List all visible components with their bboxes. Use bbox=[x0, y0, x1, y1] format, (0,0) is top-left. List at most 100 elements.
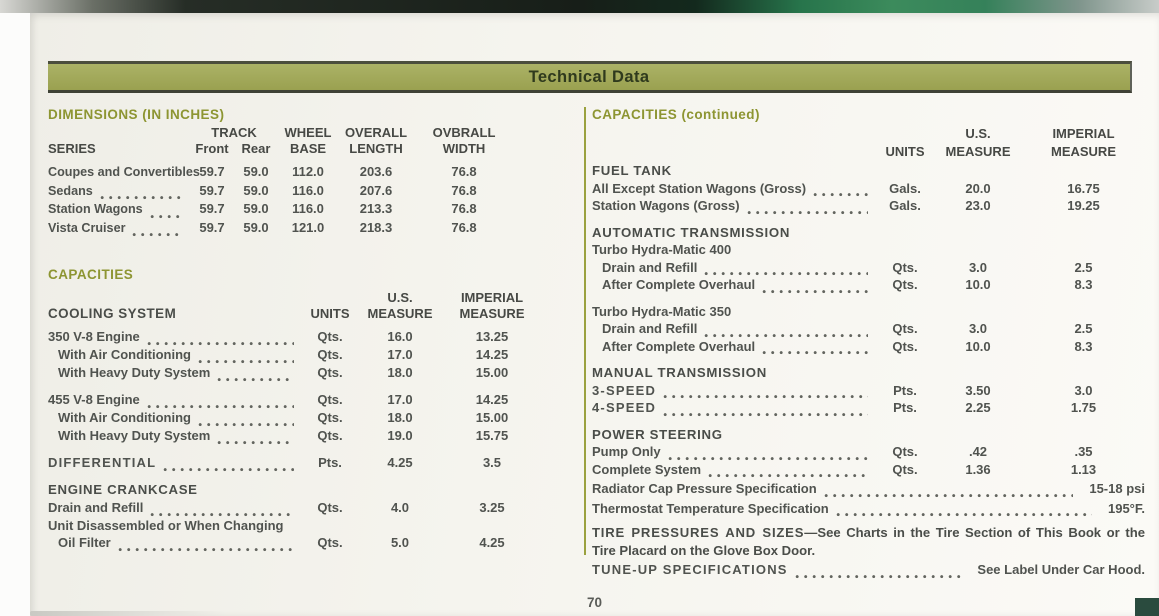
table-row: After Complete Overhaul Qts. 10.0 8.3 bbox=[592, 338, 1145, 355]
page-curl-shadow bbox=[30, 611, 225, 616]
row-label-cell: Pump Only bbox=[592, 443, 876, 461]
table-row: After Complete Overhaul Qts. 10.0 8.3 bbox=[592, 276, 1145, 294]
imperial-measure-cell: 19.25 bbox=[1067, 198, 1100, 213]
col-header-track: TRACK bbox=[211, 125, 257, 140]
row-label: After Complete Overhaul bbox=[602, 277, 756, 292]
overall-length-cell: 213.3 bbox=[359, 201, 393, 216]
table-row: With Heavy Duty System Qts. 19.0 15.75 bbox=[48, 427, 542, 445]
overall-length-cell: 218.3 bbox=[359, 219, 393, 235]
dotted-leader bbox=[163, 462, 294, 472]
dimensions-header-row-1: TRACK WHEEL OVERALL OVBRALL bbox=[48, 125, 514, 141]
dotted-leader bbox=[132, 227, 182, 237]
col-header-front: Front bbox=[195, 141, 229, 156]
spec-value: See Label Under Car Hood. bbox=[977, 562, 1145, 577]
units-cell: Qts. bbox=[317, 365, 343, 380]
table-row: Vista Cruiser 59.7 59.0 121.0 218.3 76.8 bbox=[48, 219, 514, 237]
units-cell: Qts. bbox=[317, 499, 343, 515]
us-measure-cell: 5.0 bbox=[390, 535, 410, 550]
left-column: DIMENSIONS (IN INCHES) TRACK WHEEL OVERA… bbox=[48, 101, 578, 579]
overall-length-cell: 207.6 bbox=[359, 182, 393, 198]
row-label-cell: All Except Station Wagons (Gross) bbox=[592, 180, 876, 197]
col-header-overall-length: OVERALL bbox=[344, 125, 408, 140]
dotted-leader bbox=[663, 389, 868, 399]
page-number: 70 bbox=[586, 595, 603, 610]
row-label: Pump Only bbox=[592, 444, 661, 459]
subsection-heading: Turbo Hydra-Matic 350 bbox=[592, 303, 732, 319]
table-row: Pump Only Qts. .42 .35 bbox=[592, 443, 1145, 461]
spec-row: TUNE-UP SPECIFICATIONS See Label Under Ca… bbox=[592, 561, 1145, 579]
row-label: 3-SPEED bbox=[592, 382, 657, 398]
row-label: All Except Station Wagons (Gross) bbox=[592, 180, 807, 196]
table-row: With Heavy Duty System Qts. 18.0 15.00 bbox=[48, 364, 542, 382]
units-cell: Qts. bbox=[892, 259, 918, 275]
front-track-cell: 59.7 bbox=[199, 164, 225, 179]
col-header-units: UNITS bbox=[310, 306, 350, 321]
us-measure-cell: 2.25 bbox=[965, 400, 991, 415]
us-measure-cell: 10.0 bbox=[965, 338, 991, 354]
us-measure-cell: 4.0 bbox=[390, 499, 410, 515]
table-row: With Air Conditioning Qts. 17.0 14.25 bbox=[48, 346, 542, 364]
wheel-base-cell: 112.0 bbox=[292, 164, 324, 179]
subsection-heading: Turbo Hydra-Matic 400 bbox=[592, 242, 732, 257]
row-label-cell: With Heavy Duty System bbox=[48, 427, 302, 445]
table-row: 4-SPEED Pts. 2.25 1.75 bbox=[592, 399, 1145, 417]
imperial-measure-cell: 16.75 bbox=[1067, 180, 1100, 196]
spec-row: Radiator Cap Pressure Specification 15-18… bbox=[592, 480, 1145, 498]
units-cell: Qts. bbox=[317, 535, 343, 550]
imperial-measure-cell: 15.75 bbox=[475, 428, 509, 443]
dotted-leader bbox=[813, 187, 868, 197]
units-cell: Pts. bbox=[893, 400, 917, 415]
dotted-leader bbox=[217, 372, 294, 382]
dimensions-table: TRACK WHEEL OVERALL OVBRALL SERIES Front… bbox=[48, 125, 578, 237]
spec-value: 195°F. bbox=[1107, 500, 1145, 516]
units-cell: Qts. bbox=[317, 428, 343, 443]
row-label-cell: 4-SPEED bbox=[592, 399, 876, 417]
row-label: Oil Filter bbox=[58, 535, 111, 550]
rear-track-cell: 59.0 bbox=[243, 201, 269, 216]
cooling-system-table: U.S. IMPERIAL COOLING SYSTEM UNITS MEASU… bbox=[48, 290, 578, 552]
col-header-series: SERIES bbox=[48, 141, 96, 156]
dotted-leader bbox=[146, 336, 294, 346]
series-cell: Vista Cruiser bbox=[48, 219, 190, 237]
table-row: Coupes and Convertibles 59.7 59.0 112.0 203.… bbox=[48, 163, 514, 182]
section-heading: FUEL TANK bbox=[592, 163, 672, 178]
units-cell: Pts. bbox=[318, 455, 342, 470]
units-cell: Qts. bbox=[892, 277, 918, 292]
imperial-measure-cell: 4.25 bbox=[479, 535, 505, 550]
row-label-cell: Oil Filter bbox=[48, 534, 302, 552]
dotted-leader bbox=[794, 568, 962, 579]
row-label-cell: Drain and Refill bbox=[48, 499, 302, 517]
series-label: Sedans bbox=[48, 183, 93, 198]
table-row: 455 V-8 Engine Qts. 17.0 14.25 bbox=[48, 391, 542, 409]
col-header-overall-width: OVBRALL bbox=[432, 125, 496, 140]
units-cell: Qts. bbox=[892, 338, 918, 354]
dotted-leader bbox=[117, 542, 294, 552]
row-label-cell: 3-SPEED bbox=[592, 382, 876, 399]
row-label-cell: With Air Conditioning bbox=[48, 409, 302, 427]
imperial-measure-cell: 14.25 bbox=[475, 392, 509, 407]
us-measure-cell: 4.25 bbox=[387, 455, 413, 470]
section-heading: ENGINE CRANKCASE bbox=[48, 482, 198, 497]
capacities-continued-header-row-1: U.S. IMPERIAL bbox=[592, 125, 1145, 143]
us-measure-cell: 3.0 bbox=[968, 321, 988, 336]
series-label: Coupes and Convertibles bbox=[48, 165, 200, 179]
table-row: Drain and Refill Qts. 3.0 2.5 bbox=[592, 320, 1145, 338]
dotted-leader bbox=[217, 435, 294, 445]
wheel-base-cell: 121.0 bbox=[291, 219, 325, 235]
front-track-cell: 59.7 bbox=[199, 182, 225, 198]
dimensions-rows: Coupes and Convertibles 59.7 59.0 112.0 203.… bbox=[48, 163, 514, 237]
dotted-leader bbox=[746, 204, 868, 215]
col-header-us-measure: MEASURE bbox=[945, 143, 1011, 159]
spec-label-cell: Thermostat Temperature Specification bbox=[592, 500, 1100, 517]
capacities-header-row-1: U.S. IMPERIAL bbox=[48, 290, 542, 306]
dotted-leader bbox=[704, 266, 868, 276]
photo-backdrop-corner bbox=[1135, 598, 1159, 616]
capacities-heading: CAPACITIES bbox=[48, 267, 134, 282]
note-text: —See Charts in the Tire Section of This … bbox=[592, 525, 1145, 558]
overall-length-cell: 203.6 bbox=[359, 164, 393, 179]
table-row: Complete System Qts. 1.36 1.13 bbox=[592, 461, 1145, 478]
col-header-imperial: IMPERIAL bbox=[460, 290, 524, 305]
note-paragraph: TIRE PRESSURES AND SIZES—See Charts in t… bbox=[592, 524, 1145, 559]
row-label-cell: DIFFERENTIAL bbox=[48, 454, 302, 472]
spec-label: TUNE-UP SPECIFICATIONS bbox=[592, 562, 788, 577]
